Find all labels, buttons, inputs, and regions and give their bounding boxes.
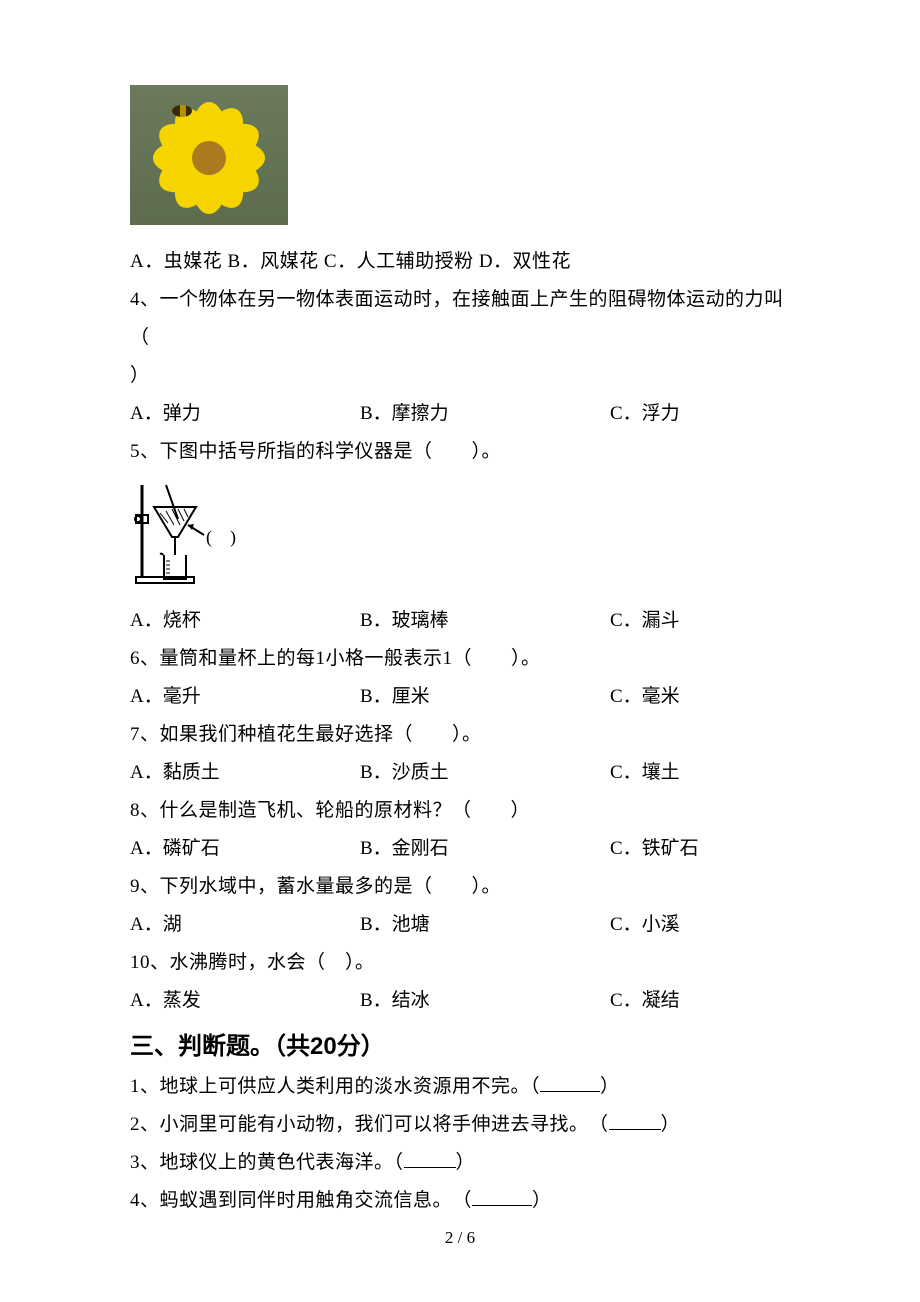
- q6-stem: 6、量筒和量杯上的每1小格一般表示1（ ）。: [130, 640, 790, 678]
- q10-opt-c: C．凝结: [610, 982, 680, 1020]
- q9-opt-c: C．小溪: [610, 906, 680, 944]
- q4-opt-a: A．弹力: [130, 395, 360, 433]
- q9-stem: 9、下列水域中，蓄水量最多的是（ ）。: [130, 868, 790, 906]
- q3-options: A．虫媒花 B．风媒花 C．人工辅助授粉 D．双性花: [130, 243, 790, 281]
- q5-options: A．烧杯 B．玻璃棒 C．漏斗: [130, 602, 790, 640]
- judge-4: 4、蚂蚁遇到同伴时用触角交流信息。 （ ）: [130, 1182, 790, 1220]
- blank-3: [404, 1149, 456, 1168]
- judge-3: 3、地球仪上的黄色代表海洋。（ ）: [130, 1144, 790, 1182]
- judge-4-tail: ）: [532, 1190, 552, 1211]
- q7-opt-a: A．黏质土: [130, 754, 360, 792]
- apparatus-diagram: ( ): [130, 479, 240, 589]
- q9-opt-a: A．湖: [130, 906, 360, 944]
- judge-3-text: 3、地球仪上的黄色代表海洋。（: [130, 1152, 404, 1173]
- q5-opt-b: B．玻璃棒: [360, 602, 610, 640]
- q6-opt-c: C．毫米: [610, 678, 680, 716]
- q5-stem: 5、下图中括号所指的科学仪器是（ ）。: [130, 433, 790, 471]
- q4-options: A．弹力 B．摩擦力 C．浮力: [130, 395, 790, 433]
- q7-stem: 7、如果我们种植花生最好选择（ ）。: [130, 716, 790, 754]
- judge-2: 2、小洞里可能有小动物，我们可以将手伸进去寻找。 （ ）: [130, 1106, 790, 1144]
- q4-opt-b: B．摩擦力: [360, 395, 610, 433]
- judge-1: 1、地球上可供应人类利用的淡水资源用不完。（ ）: [130, 1068, 790, 1106]
- q10-opt-a: A．蒸发: [130, 982, 360, 1020]
- q7-opt-c: C．壤土: [610, 754, 680, 792]
- judge-3-tail: ）: [456, 1152, 476, 1173]
- q5-opt-a: A．烧杯: [130, 602, 360, 640]
- blank-2: [609, 1111, 661, 1130]
- q5-opt-c: C．漏斗: [610, 602, 680, 640]
- judge-1-text: 1、地球上可供应人类利用的淡水资源用不完。（: [130, 1076, 540, 1097]
- blank-1: [540, 1073, 600, 1092]
- q4-stem-1: 4、一个物体在另一物体表面运动时，在接触面上产生的阻碍物体运动的力叫（: [130, 281, 790, 357]
- bee-icon: [172, 105, 192, 117]
- judge-4-text: 4、蚂蚁遇到同伴时用触角交流信息。 （: [130, 1190, 472, 1211]
- q9-options: A．湖 B．池塘 C．小溪: [130, 906, 790, 944]
- q8-opt-a: A．磷矿石: [130, 830, 360, 868]
- q6-opt-a: A．毫升: [130, 678, 360, 716]
- q10-opt-b: B．结冰: [360, 982, 610, 1020]
- page-footer: 2 / 6: [0, 1228, 920, 1248]
- judge-2-text: 2、小洞里可能有小动物，我们可以将手伸进去寻找。 （: [130, 1114, 609, 1135]
- q10-stem: 10、水沸腾时，水会（ ）。: [130, 944, 790, 982]
- q8-opt-b: B．金刚石: [360, 830, 610, 868]
- q9-opt-b: B．池塘: [360, 906, 610, 944]
- q6-opt-b: B．厘米: [360, 678, 610, 716]
- q7-options: A．黏质土 B．沙质土 C．壤土: [130, 754, 790, 792]
- q4-opt-c: C．浮力: [610, 395, 680, 433]
- q7-opt-b: B．沙质土: [360, 754, 610, 792]
- judge-1-tail: ）: [600, 1076, 620, 1097]
- q8-opt-c: C．铁矿石: [610, 830, 699, 868]
- blank-4: [472, 1187, 532, 1206]
- q6-options: A．毫升 B．厘米 C．毫米: [130, 678, 790, 716]
- section3-title: 三、判断题。（共20分）: [130, 1026, 790, 1068]
- q8-options: A．磷矿石 B．金刚石 C．铁矿石: [130, 830, 790, 868]
- q4-stem-2: ）: [130, 357, 790, 395]
- flower-image: [130, 85, 288, 225]
- judge-2-tail: ）: [661, 1114, 681, 1135]
- q10-options: A．蒸发 B．结冰 C．凝结: [130, 982, 790, 1020]
- q8-stem: 8、什么是制造飞机、轮船的原材料？（ ）: [130, 792, 790, 830]
- page: A．虫媒花 B．风媒花 C．人工辅助授粉 D．双性花 4、一个物体在另一物体表面…: [0, 0, 920, 1302]
- svg-text:( ): ( ): [206, 527, 236, 548]
